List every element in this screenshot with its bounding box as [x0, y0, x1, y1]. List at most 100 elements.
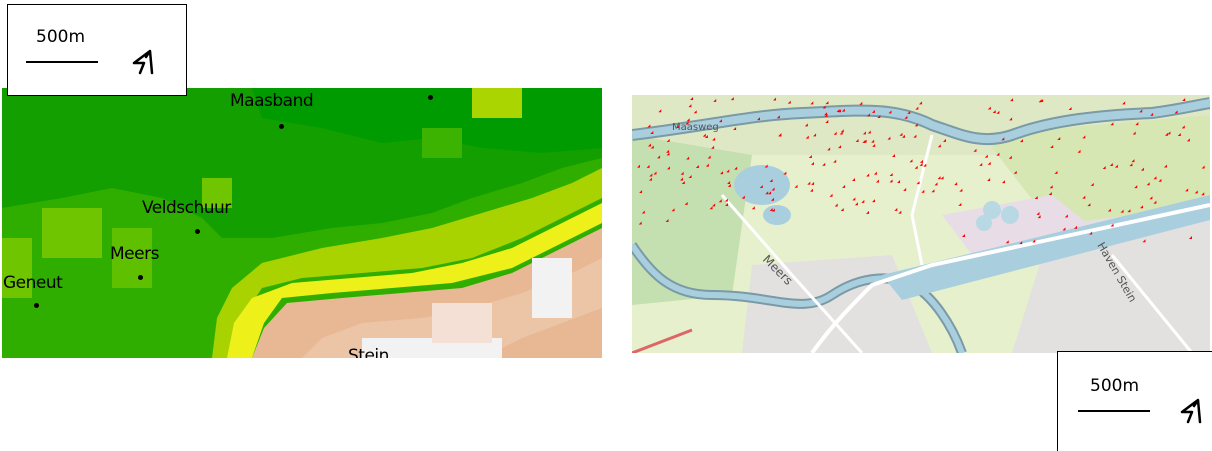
observation-point — [1181, 125, 1185, 129]
observation-point — [859, 101, 863, 105]
observation-point — [987, 106, 991, 110]
observation-point — [730, 97, 734, 101]
observation-point — [1194, 190, 1198, 194]
observation-point — [1064, 214, 1068, 218]
observation-point — [1077, 149, 1081, 153]
scale-bar — [26, 61, 98, 63]
observation-point — [734, 166, 738, 170]
observation-point — [914, 165, 918, 169]
observation-point — [1201, 192, 1205, 196]
scale-box-left: 500m — [7, 4, 187, 96]
observation-point — [1010, 98, 1014, 102]
observation-point — [919, 159, 923, 163]
observation-point — [727, 181, 731, 185]
observation-point — [1034, 196, 1038, 200]
observation-point — [915, 106, 919, 110]
observation-point — [862, 131, 866, 135]
observation-point — [1122, 101, 1126, 105]
observation-point — [1062, 227, 1066, 231]
observation-point — [712, 203, 716, 207]
observation-point — [686, 118, 690, 122]
observation-point — [771, 187, 775, 191]
observation-point — [1082, 195, 1086, 199]
observation-point — [759, 184, 763, 188]
observation-point — [1005, 240, 1009, 244]
street-map[interactable]: Meers Haven Stein Maasweg — [632, 95, 1210, 353]
observation-point — [940, 176, 944, 180]
observation-point — [680, 177, 684, 181]
observation-point — [861, 199, 865, 203]
observation-point — [1150, 112, 1154, 116]
observation-point — [937, 176, 941, 180]
observation-point — [898, 210, 902, 214]
observation-point — [764, 164, 768, 168]
observation-point — [901, 134, 905, 138]
observation-point — [666, 149, 670, 153]
observation-point — [1129, 163, 1133, 167]
observation-point — [824, 112, 828, 116]
observation-point — [836, 108, 840, 112]
north-arrow-icon — [1180, 398, 1202, 424]
observation-point — [909, 159, 913, 163]
observation-point — [931, 189, 935, 193]
observation-point — [702, 133, 706, 137]
observation-point — [805, 135, 809, 139]
observation-point — [807, 181, 811, 185]
observation-point — [650, 145, 654, 149]
observation-point — [833, 159, 837, 163]
observation-point — [829, 193, 833, 197]
observation-point — [907, 110, 911, 114]
observation-point — [996, 110, 1000, 114]
observation-point — [1110, 122, 1114, 126]
observation-point — [725, 203, 729, 207]
observation-point — [919, 162, 923, 166]
elevation-map[interactable]: Maasband Veldschuur Meers Geneut Stein — [2, 88, 602, 358]
observation-point — [647, 124, 651, 128]
observation-point — [916, 181, 920, 185]
observation-point — [899, 132, 903, 136]
observation-point — [1073, 225, 1077, 229]
observation-point — [866, 113, 870, 117]
observation-point — [808, 154, 812, 158]
observation-point — [834, 203, 838, 207]
observation-point — [665, 218, 669, 222]
observation-point — [894, 207, 898, 211]
observation-point — [841, 108, 845, 112]
observation-point — [638, 221, 642, 225]
observation-point — [852, 177, 856, 181]
observation-point — [1139, 205, 1143, 209]
observation-point — [711, 145, 715, 149]
observation-point — [765, 191, 769, 195]
observation-point — [855, 139, 859, 143]
observation-point — [954, 182, 958, 186]
observation-point — [688, 174, 692, 178]
observation-point — [641, 210, 645, 214]
observation-point — [724, 198, 728, 202]
observation-point — [811, 181, 815, 185]
observation-point — [768, 191, 772, 195]
observation-point — [839, 131, 843, 135]
observation-point — [709, 206, 713, 210]
observation-point — [840, 207, 844, 211]
observation-point — [887, 136, 891, 140]
observation-point — [810, 161, 814, 165]
observation-point — [1037, 215, 1041, 219]
observation-point — [773, 97, 777, 101]
observation-point — [840, 129, 844, 133]
observation-point — [727, 183, 731, 187]
observation-point — [769, 179, 773, 183]
observation-point — [1001, 180, 1005, 184]
observation-point — [987, 178, 991, 182]
scale-bar — [1078, 410, 1150, 412]
observation-point — [827, 147, 831, 151]
place-marker-geneut — [34, 303, 39, 308]
observation-point — [719, 171, 723, 175]
observation-point — [770, 197, 774, 201]
observation-point — [637, 164, 641, 168]
place-marker-meers — [138, 275, 143, 280]
observation-point — [863, 139, 867, 143]
observation-point — [1142, 239, 1146, 243]
observation-point — [1153, 176, 1157, 180]
observation-point — [693, 110, 697, 114]
observation-point — [650, 131, 654, 135]
